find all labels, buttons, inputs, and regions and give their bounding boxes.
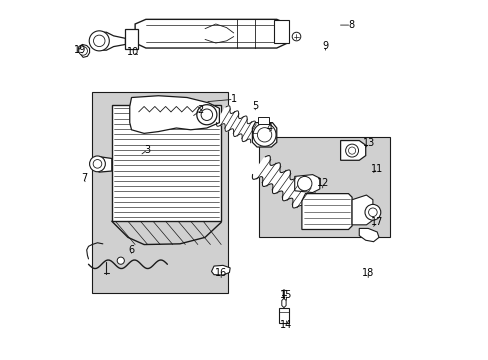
Circle shape	[79, 46, 87, 55]
Text: 6: 6	[128, 245, 134, 255]
Circle shape	[93, 159, 102, 168]
Bar	[257, 117, 269, 125]
Text: 2: 2	[197, 105, 203, 115]
Text: 11: 11	[370, 163, 383, 174]
Circle shape	[201, 109, 212, 121]
Text: 17: 17	[370, 217, 383, 227]
Polygon shape	[78, 44, 89, 57]
Text: 7: 7	[81, 173, 87, 183]
Circle shape	[297, 176, 311, 191]
Polygon shape	[294, 175, 319, 193]
Polygon shape	[93, 32, 125, 50]
Text: 15: 15	[280, 290, 292, 300]
Circle shape	[117, 257, 124, 264]
Polygon shape	[351, 195, 372, 225]
Polygon shape	[301, 194, 351, 229]
Bar	[278, 309, 289, 323]
Polygon shape	[92, 92, 228, 293]
Polygon shape	[216, 106, 259, 143]
Circle shape	[93, 35, 105, 46]
Text: 16: 16	[215, 267, 227, 278]
Text: 13: 13	[363, 139, 375, 148]
Circle shape	[292, 32, 300, 41]
Text: 12: 12	[316, 178, 328, 188]
Circle shape	[257, 128, 271, 142]
Text: 8: 8	[347, 20, 354, 30]
Text: 5: 5	[252, 102, 258, 112]
Polygon shape	[112, 105, 221, 221]
Text: 9: 9	[322, 41, 328, 50]
Circle shape	[364, 204, 380, 220]
Text: 19: 19	[74, 45, 86, 55]
Circle shape	[196, 105, 217, 125]
Polygon shape	[94, 157, 112, 172]
Polygon shape	[359, 228, 378, 242]
Text: 1: 1	[230, 94, 236, 104]
Bar	[125, 30, 138, 49]
Polygon shape	[281, 298, 285, 308]
Text: 14: 14	[280, 320, 292, 330]
Circle shape	[368, 208, 376, 217]
Text: 3: 3	[144, 144, 150, 154]
Polygon shape	[211, 265, 230, 275]
Polygon shape	[135, 19, 287, 48]
Polygon shape	[252, 156, 315, 210]
Circle shape	[348, 147, 355, 154]
Polygon shape	[129, 96, 219, 134]
Circle shape	[345, 144, 358, 157]
Circle shape	[253, 123, 276, 146]
Text: 4: 4	[266, 123, 272, 133]
Polygon shape	[258, 137, 389, 237]
Text: 18: 18	[361, 267, 374, 278]
Polygon shape	[252, 123, 276, 147]
Circle shape	[89, 156, 105, 172]
Bar	[274, 21, 288, 42]
Text: 10: 10	[127, 46, 139, 57]
Circle shape	[89, 31, 109, 51]
Polygon shape	[340, 140, 365, 160]
